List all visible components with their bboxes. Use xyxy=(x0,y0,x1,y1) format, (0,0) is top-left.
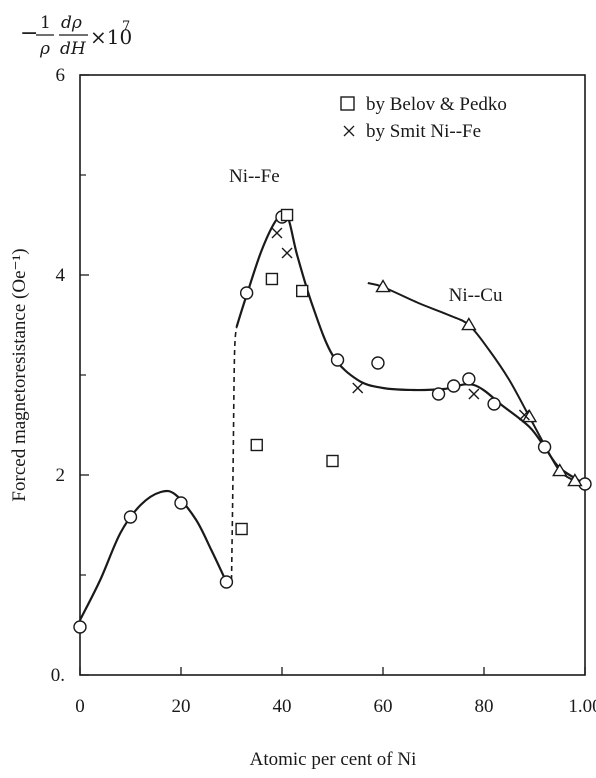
annotation-ni-cu: Ni--Cu xyxy=(449,285,503,306)
legend-marker-cross xyxy=(343,125,355,137)
formula-exponent: 7 xyxy=(122,19,130,34)
y-tick-label: 6 xyxy=(56,65,66,86)
x-tick-label: 20 xyxy=(172,696,191,717)
marker-triangle xyxy=(461,317,477,331)
marker-circle xyxy=(73,620,87,634)
markers xyxy=(73,208,592,634)
x-tick-label: 80 xyxy=(475,696,494,717)
x-tick-label: 60 xyxy=(374,696,393,717)
formula-d-numerator: dρ xyxy=(61,13,82,33)
marker-circle xyxy=(123,510,138,524)
marker-square xyxy=(326,454,339,468)
y-tick-label: 4 xyxy=(56,265,66,286)
curve-ni-cu xyxy=(367,282,576,482)
y-tick-label: 2 xyxy=(56,465,66,486)
marker-square xyxy=(250,438,263,452)
x-tick-label: 1.00 xyxy=(568,696,596,717)
marker-square xyxy=(265,272,279,286)
curve-ni-fe-dashed xyxy=(230,326,238,581)
legend: by Belov & Pedko by Smit Ni--Fe xyxy=(340,94,507,142)
curve-ni-fe-low xyxy=(79,489,228,621)
marker-triangle xyxy=(375,279,391,293)
marker-cross xyxy=(468,388,480,400)
marker-cross xyxy=(352,382,364,394)
curve-ni-fe-high xyxy=(235,211,586,485)
marker-circle xyxy=(219,575,234,589)
marker-square xyxy=(296,284,309,298)
marker-square xyxy=(235,522,248,536)
marker-cross xyxy=(281,247,293,259)
legend-label-belov: by Belov & Pedko xyxy=(366,94,507,115)
marker-square xyxy=(280,208,294,222)
x-tick-label: 0 xyxy=(75,696,85,717)
marker-circle xyxy=(330,353,345,367)
marker-triangle xyxy=(567,473,583,487)
axis-ticks: 0 20 40 60 80 1.00 0. 2 4 6 xyxy=(51,65,596,717)
formula-multiplier: ×10 xyxy=(90,25,132,49)
annotation-ni-fe: Ni--Fe xyxy=(229,166,280,187)
legend-marker-square xyxy=(340,96,355,111)
marker-circle xyxy=(174,496,188,510)
marker-circle xyxy=(431,387,446,401)
marker-circle xyxy=(447,379,461,393)
curves xyxy=(79,211,586,621)
y-axis-label: Forced magnetoresistance (Oe⁻¹) xyxy=(9,248,30,501)
y-formula: − 1 ρ dρ dH ×10 7 xyxy=(20,13,132,59)
formula-d-denominator: dH xyxy=(60,39,87,59)
plot-frame xyxy=(79,74,586,676)
marker-circle xyxy=(371,356,385,370)
y-tick-label: 0. xyxy=(51,665,65,686)
marker-circle xyxy=(487,397,501,411)
legend-label-smit: by Smit Ni--Fe xyxy=(366,121,481,142)
formula-sign: − xyxy=(20,21,38,46)
marker-circle xyxy=(537,440,552,454)
marker-circle xyxy=(239,286,254,300)
x-axis-label: Atomic per cent of Ni xyxy=(250,749,417,770)
formula-denominator: ρ xyxy=(39,39,50,59)
formula-numerator: 1 xyxy=(40,13,51,33)
marker-circle xyxy=(462,372,476,386)
marker-triangle xyxy=(552,463,568,477)
marker-cross xyxy=(271,227,283,239)
x-tick-label: 40 xyxy=(273,696,292,717)
marker-cross xyxy=(518,409,530,421)
